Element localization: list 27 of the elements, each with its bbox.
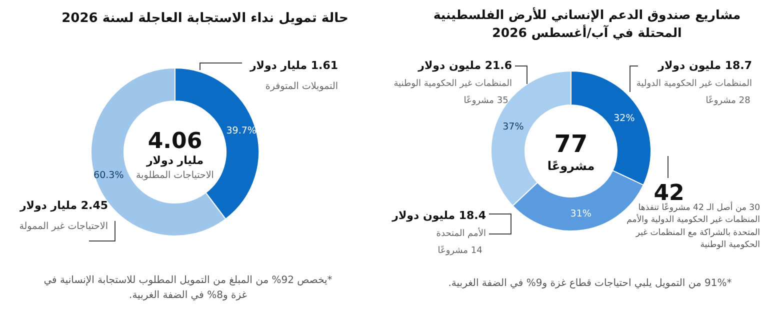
slice-label: المنظمات غير الحكومية الوطنية — [394, 79, 512, 89]
data-label: 31% — [570, 208, 592, 220]
text: 2.45 مليار دولار — [18, 199, 108, 212]
text: مشروعًا — [547, 159, 595, 173]
chart-title: مشاريع صندوق الدعم الإنساني للأرض الفلسطينية المحتلة في آب/أغسطس 2026 — [432, 6, 742, 42]
text: 28 مشروعًا — [706, 95, 751, 106]
text: *يخصص 92% من المبلغ من التمويل المطلوب للاستجابة الإنسانية في غزة و8% في الضفة الغربية. — [42, 274, 334, 302]
data-label: 39.7% — [226, 125, 256, 136]
data-label: 32% — [614, 112, 635, 124]
text: 18.7 مليون دولار — [657, 59, 752, 72]
text: 35 مشروعًا — [464, 95, 508, 106]
slice-label: المنظمات غير الحكومية الدولية — [636, 79, 752, 89]
slice-label: التمويلات المتوفرة — [265, 81, 338, 92]
text: 14 مشروعًا — [438, 245, 483, 256]
text: 77 — [554, 130, 588, 158]
text: مليار دولار — [145, 154, 204, 167]
text: 18.4 مليون دولار — [391, 209, 486, 222]
text: 21.6 مليون دولار — [417, 59, 512, 72]
chart-title: حالة تمويل نداء الاستجابة العاجلة لسنة 2026 — [62, 11, 348, 26]
text: 1.61 مليار دولار — [248, 59, 338, 72]
text: *91% من التمويل يلبي احتياجات قطاع غزة و9% في الضفة الغربية. — [447, 277, 733, 291]
data-label: 37% — [502, 121, 524, 132]
text: الاحتياجات المطلوبة — [136, 170, 214, 181]
text: 4.06 — [148, 129, 202, 154]
slice-label: الأمم المتحدة — [436, 227, 486, 239]
slice-label: الاحتياجات غير الممولة — [19, 221, 108, 232]
text: 30 من أصل الـ 42 مشروعًا تنفذها المنظمات غير الحكومية الدولية والأمم المتحدة بالشراكة مع المنظمات غير الحكومية الوطنية — [626, 202, 761, 252]
